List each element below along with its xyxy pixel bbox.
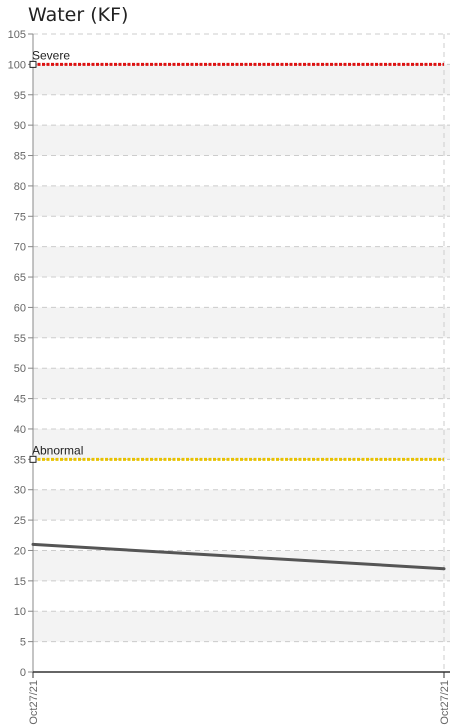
threshold-label: Severe xyxy=(32,48,70,62)
y-tick-label: 75 xyxy=(14,211,26,223)
y-tick-label: 90 xyxy=(14,120,26,132)
grid-band xyxy=(33,185,450,217)
y-tick-label: 50 xyxy=(14,363,26,375)
threshold-label: Abnormal xyxy=(32,443,83,457)
y-tick-label: 55 xyxy=(14,333,26,345)
y-tick-label: 0 xyxy=(20,667,26,679)
y-tick-label: 35 xyxy=(14,454,26,466)
grid-band xyxy=(33,611,450,642)
grid-band xyxy=(33,428,450,460)
y-tick-label: 65 xyxy=(14,272,26,284)
y-tick-label: 105 xyxy=(8,29,26,41)
y-tick-label: 60 xyxy=(14,302,26,314)
y-tick-label: 10 xyxy=(14,606,26,618)
data-point xyxy=(31,542,35,546)
y-tick-label: 5 xyxy=(20,637,26,649)
y-tick-label: 95 xyxy=(14,90,26,102)
y-tick-label: 85 xyxy=(14,151,26,163)
y-tick-label: 70 xyxy=(14,242,26,254)
grid-band xyxy=(33,125,450,156)
y-tick-label: 80 xyxy=(14,181,26,193)
x-tick-label: Oct27/21 xyxy=(28,680,40,725)
y-tick-label: 100 xyxy=(8,59,26,71)
grid-band xyxy=(33,368,450,399)
grid-band xyxy=(33,246,450,278)
y-tick-label: 45 xyxy=(14,394,26,406)
y-tick-label: 25 xyxy=(14,515,26,527)
grid-band xyxy=(33,307,450,338)
y-tick-label: 40 xyxy=(14,424,26,436)
y-tick-label: 20 xyxy=(14,545,26,557)
series-line xyxy=(32,542,445,571)
y-tick-label: 15 xyxy=(14,576,26,588)
x-tick-label: Oct27/21 xyxy=(439,680,450,725)
grid-band xyxy=(33,489,450,521)
grid-band xyxy=(33,64,450,95)
data-point xyxy=(442,567,446,571)
y-tick-label: 30 xyxy=(14,485,26,497)
threshold-marker xyxy=(29,60,37,68)
chart-title: Water (KF) xyxy=(28,4,129,26)
threshold-marker xyxy=(29,455,37,463)
